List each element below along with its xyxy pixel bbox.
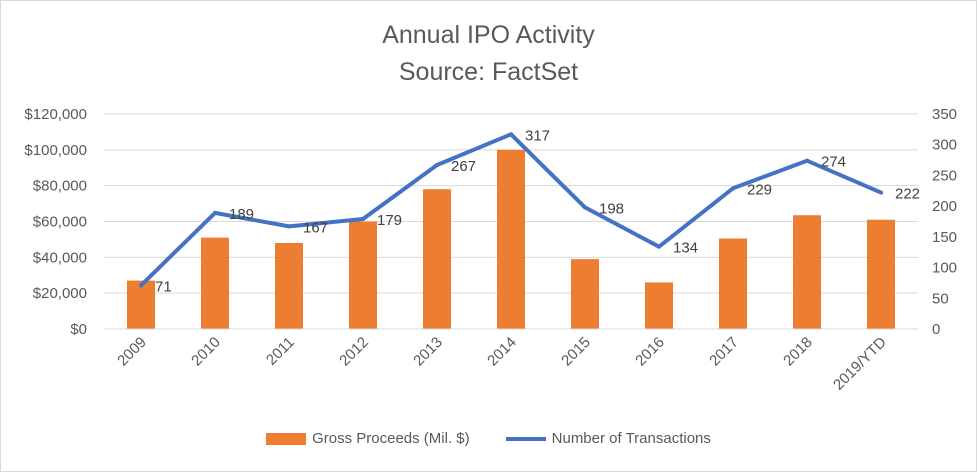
line-series-transactions <box>139 132 883 288</box>
legend-label-transactions: Number of Transactions <box>551 430 711 447</box>
y-right-tick-label: 150 <box>932 229 957 246</box>
chart-title: Annual IPO Activity <box>382 21 595 49</box>
y-left-tick-label: $100,000 <box>24 142 87 159</box>
bar <box>275 243 303 329</box>
data-label: 274 <box>821 154 846 171</box>
chart-subtitle: Source: FactSet <box>398 58 579 86</box>
y-right-tick-label: 0 <box>932 321 940 338</box>
legend-item-transactions: Number of Transactions <box>505 430 711 447</box>
data-label: 179 <box>377 212 402 229</box>
y-right-tick-label: 350 <box>932 106 957 123</box>
x-tick-label: 2016 <box>632 334 668 370</box>
line-point <box>139 283 143 288</box>
bar <box>497 149 525 329</box>
line-point <box>435 162 439 167</box>
bar-series-gross-proceeds <box>127 149 895 329</box>
legend: Gross Proceeds (Mil. $) Number of Transa… <box>1 430 976 447</box>
x-tick-label: 2014 <box>484 334 520 370</box>
x-tick-label: 2012 <box>336 334 372 370</box>
y-left-tick-label: $120,000 <box>24 106 87 123</box>
line-point <box>213 210 217 215</box>
data-label: 189 <box>229 206 254 223</box>
bar <box>571 259 599 329</box>
x-tick-label: 2017 <box>706 334 742 370</box>
y-right-tick-label: 300 <box>932 137 957 154</box>
legend-swatch-bar <box>266 432 307 445</box>
y-right-tick-label: 50 <box>932 290 949 307</box>
y-left-tick-label: $20,000 <box>33 285 87 302</box>
y-left-tick-label: $40,000 <box>33 249 87 266</box>
bar <box>423 189 451 329</box>
line-point <box>361 217 365 222</box>
y-left-tick-label: $60,000 <box>33 214 87 231</box>
x-tick-label: 2013 <box>410 334 446 370</box>
line-point <box>287 224 291 229</box>
data-label: 198 <box>599 200 624 217</box>
y-left-tick-label: $0 <box>70 321 87 338</box>
bar <box>127 280 155 329</box>
line-point <box>731 186 735 191</box>
y-right-tick-label: 100 <box>932 260 957 277</box>
x-tick-label: 2019/YTD <box>830 334 890 394</box>
y-right-tick-label: 250 <box>932 167 957 184</box>
line-point <box>583 205 587 210</box>
x-tick-label: 2011 <box>263 334 298 369</box>
data-label: 134 <box>673 240 698 257</box>
legend-label-gross-proceeds: Gross Proceeds (Mil. $) <box>312 430 470 447</box>
bar <box>719 238 747 329</box>
x-tick-label: 2015 <box>558 334 594 370</box>
legend-swatch-line <box>505 436 546 441</box>
data-label: 71 <box>155 278 172 295</box>
y-right-tick-label: 200 <box>932 198 957 215</box>
line-point <box>805 158 809 163</box>
data-label: 229 <box>747 181 772 198</box>
bar <box>201 237 229 329</box>
bar <box>793 215 821 329</box>
bar <box>645 282 673 329</box>
bar <box>349 221 377 329</box>
x-tick-label: 2009 <box>114 334 150 370</box>
line-point <box>879 190 883 195</box>
x-tick-label: 2018 <box>780 334 816 370</box>
x-tick-label: 2010 <box>188 334 224 370</box>
bar <box>867 219 895 329</box>
legend-item-gross-proceeds: Gross Proceeds (Mil. $) <box>266 430 470 447</box>
line-point <box>657 244 661 249</box>
data-labels: 71 189 167 179 267 317 198 134 229 274 222 <box>155 127 920 295</box>
y-left-tick-label: $80,000 <box>33 178 87 195</box>
line-point <box>509 132 513 137</box>
data-label: 222 <box>895 186 920 203</box>
data-label: 167 <box>303 219 328 236</box>
data-label: 267 <box>451 158 476 175</box>
data-label: 317 <box>525 127 550 144</box>
